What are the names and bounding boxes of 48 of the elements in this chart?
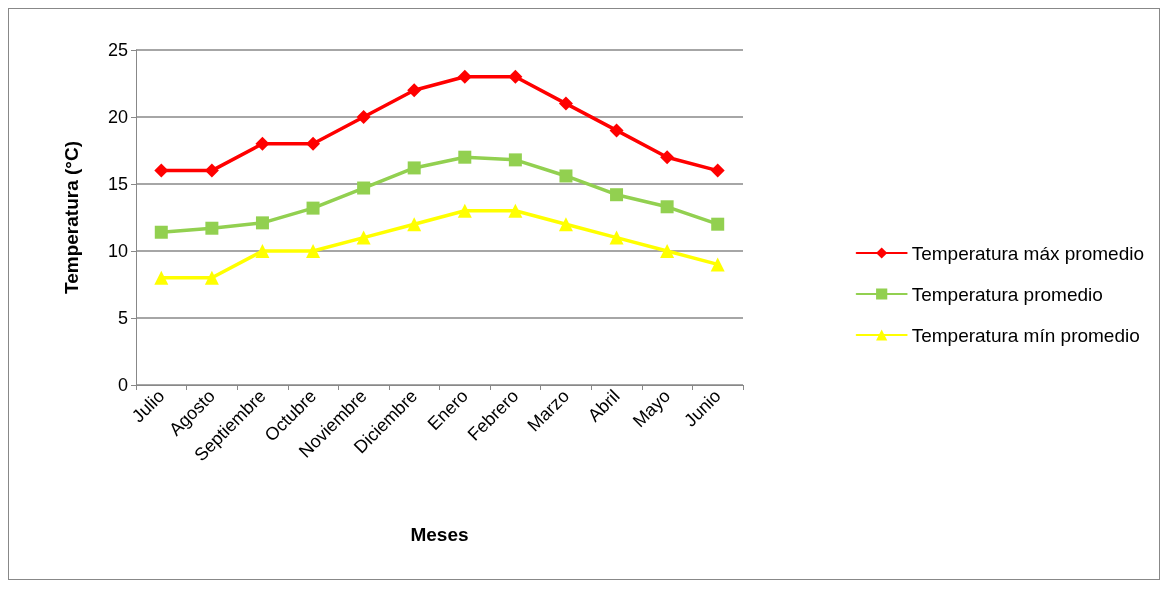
point xyxy=(457,203,472,218)
point xyxy=(711,217,725,231)
legend-label: Temperatura mín promedio xyxy=(911,324,1140,346)
point xyxy=(306,136,321,151)
legend-label: Temperatura promedio xyxy=(911,283,1103,305)
y-axis-title: Temperatura (°C) xyxy=(61,141,82,294)
point xyxy=(407,161,421,175)
y-tick-label: 5 xyxy=(117,308,128,328)
y-tick-label: 25 xyxy=(107,40,128,60)
point xyxy=(255,216,269,230)
point xyxy=(255,244,270,258)
point xyxy=(407,217,422,232)
point xyxy=(154,225,168,239)
point xyxy=(356,110,371,124)
point xyxy=(558,217,573,232)
point xyxy=(154,270,169,285)
point xyxy=(457,69,472,84)
point xyxy=(710,163,725,178)
point xyxy=(710,257,725,272)
point xyxy=(458,150,472,164)
point xyxy=(559,169,573,183)
point xyxy=(660,244,675,258)
point xyxy=(660,200,674,214)
point xyxy=(205,221,219,235)
x-axis-title: Meses xyxy=(410,524,469,545)
point xyxy=(204,163,219,178)
legend-label: Temperatura máx promedio xyxy=(911,242,1144,264)
point xyxy=(356,230,371,245)
point xyxy=(306,244,321,258)
point xyxy=(407,83,422,98)
point xyxy=(610,188,624,202)
point xyxy=(508,153,522,167)
y-tick-label: 20 xyxy=(107,107,128,127)
point xyxy=(204,270,219,285)
point xyxy=(508,69,523,84)
point xyxy=(609,230,624,245)
point xyxy=(508,203,523,218)
point xyxy=(357,181,371,195)
y-tick-label: 15 xyxy=(107,174,128,194)
x-tick-label: Julio xyxy=(128,385,169,427)
point xyxy=(609,123,624,138)
y-tick-label: 0 xyxy=(117,375,128,395)
y-tick-label: 10 xyxy=(107,241,128,261)
point xyxy=(255,136,270,151)
point xyxy=(660,150,675,165)
point xyxy=(558,96,573,111)
point xyxy=(154,163,169,178)
point xyxy=(306,201,320,215)
